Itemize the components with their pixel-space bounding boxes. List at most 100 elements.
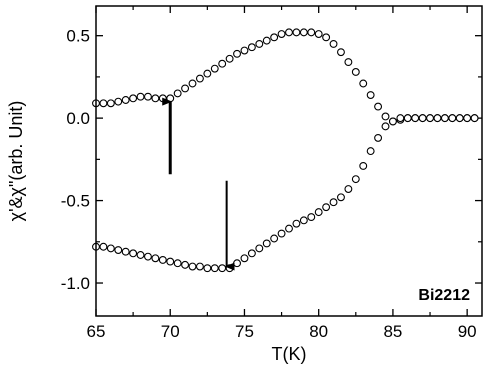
data-point-series-1 [322,33,331,42]
points-layer [92,28,479,273]
data-point-series-2 [151,254,160,263]
data-point-series-1 [307,28,316,37]
data-point-series-1 [233,49,241,58]
data-point-series-2 [411,114,420,123]
data-point-series-2 [322,203,331,212]
arrows-layer [162,97,235,271]
data-point-series-1 [225,54,234,63]
data-point-series-2 [158,255,167,264]
data-point-series-1 [240,46,249,55]
ticks-layer: 65 70 75 80 85 90 -1.0 -0.5 0.0 0.5 [61,6,482,341]
data-point-series-1 [144,92,152,101]
y-tick-label: 0.5 [66,27,90,46]
data-point-series-1 [195,74,204,83]
x-tick-label: 65 [87,322,106,341]
data-point-series-1 [247,43,256,52]
data-point-series-2 [329,198,338,207]
data-point-series-1 [359,79,368,88]
data-point-series-2 [359,161,368,170]
data-point-series-2 [433,114,442,123]
data-point-series-2 [440,114,449,123]
data-point-series-2 [136,251,145,259]
data-point-series-2 [203,264,212,273]
data-point-series-2 [277,229,286,238]
y-tick-label: -0.5 [61,192,90,211]
data-point-series-1 [344,58,353,67]
data-point-series-2 [233,259,241,268]
data-point-series-2 [403,114,412,123]
data-point-series-2 [121,247,130,256]
annotation-label: Bi2212 [418,287,470,304]
data-point-series-2 [396,114,405,123]
data-point-series-1 [329,39,338,48]
data-point-series-2 [247,249,256,258]
data-point-series-1 [136,92,145,101]
data-point-series-2 [374,133,383,142]
plot-frame [95,5,483,317]
data-point-series-2 [173,259,182,268]
x-tick-label: 90 [458,322,477,341]
data-point-series-2 [210,264,219,273]
data-point-series-1 [277,30,286,38]
data-point-series-1 [99,99,108,108]
x-tick-label: 75 [235,322,254,341]
data-point-series-1 [210,64,219,73]
data-point-series-1 [106,99,115,108]
data-point-series-1 [292,28,301,37]
data-point-series-1 [314,30,323,38]
data-point-series-2 [114,246,123,254]
data-point-series-2 [455,114,464,123]
data-point-series-1 [285,28,293,37]
data-point-series-1 [203,69,212,78]
y-axis-label: χ'&χ"(arb. Unit) [6,101,26,222]
data-point-series-2 [344,185,353,193]
data-point-series-2 [470,114,479,123]
data-point-series-2 [166,257,175,266]
data-point-series-1 [114,97,123,106]
data-point-series-1 [218,59,227,68]
data-point-series-2 [106,244,115,253]
data-point-series-2 [292,219,301,228]
data-point-series-1 [129,94,138,103]
data-point-series-2 [255,244,264,253]
x-tick-label: 70 [161,322,180,341]
data-point-series-2 [218,264,227,273]
data-point-series-2 [418,114,427,123]
data-point-series-2 [381,122,390,131]
x-axis-label: T(K) [272,344,307,364]
data-point-series-2 [351,175,360,184]
data-point-series-2 [240,254,249,263]
data-point-series-1 [351,68,360,76]
data-point-series-2 [307,213,316,222]
data-point-series-2 [314,208,323,217]
data-point-series-1 [262,36,271,45]
data-point-series-2 [366,147,375,156]
data-point-series-1 [188,79,197,88]
data-point-series-2 [181,260,190,269]
data-point-series-2 [337,193,345,202]
data-point-series-2 [99,242,108,251]
y-tick-label: -1.0 [61,274,90,293]
data-point-series-2 [262,239,271,248]
data-point-series-2 [299,216,308,225]
data-point-series-1 [173,89,182,98]
data-point-series-2 [129,249,138,258]
data-point-series-1 [151,94,160,103]
x-tick-label: 80 [309,322,328,341]
data-point-series-2 [188,262,197,271]
data-point-series-1 [366,91,375,99]
data-point-series-2 [144,252,152,261]
data-point-series-1 [158,94,167,103]
data-point-series-2 [388,117,397,126]
data-point-series-2 [270,234,279,243]
data-point-series-1 [270,33,279,42]
data-point-series-1 [374,102,383,111]
data-point-series-1 [181,84,190,93]
data-point-series-1 [337,48,345,57]
data-point-series-1 [255,39,264,48]
data-point-series-2 [426,114,434,123]
data-point-series-2 [285,224,293,233]
data-point-series-2 [463,114,472,123]
data-point-series-1 [121,96,130,104]
